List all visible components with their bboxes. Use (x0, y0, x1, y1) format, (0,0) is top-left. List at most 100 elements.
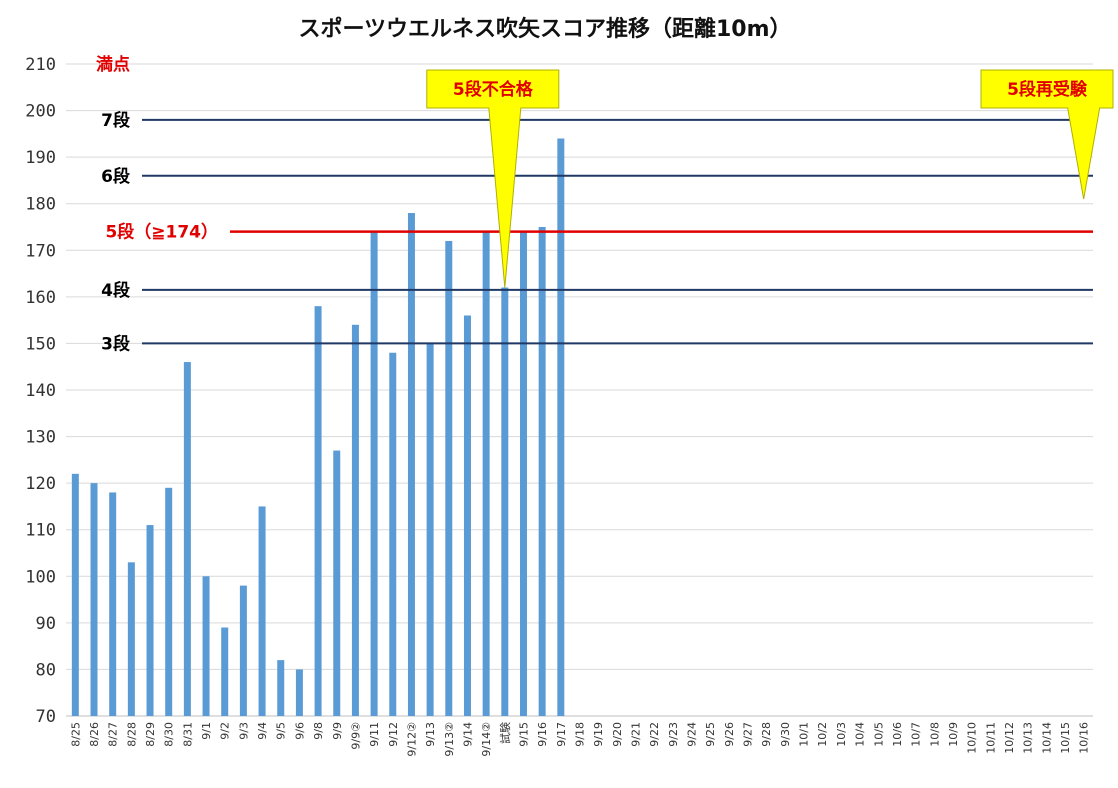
x-tick-label: 9/23 (667, 722, 680, 747)
y-tick-label: 70 (36, 707, 56, 727)
y-axis-ticks: 70 80 90 100 110 120 130 140 150 160 170 180 190 200 2… (25, 55, 56, 727)
x-tick-label: 8/25 (69, 722, 82, 747)
x-tick-label: 10/10 (966, 722, 979, 754)
callout-label: 5段不合格 (453, 79, 534, 100)
bar (501, 287, 509, 716)
x-tick-label: 10/11 (984, 722, 997, 754)
x-tick-label: 9/19 (592, 722, 605, 747)
x-tick-label: 9/13② (443, 722, 456, 757)
chart-title: スポーツウエルネス吹矢スコア推移（距離10m） (298, 16, 791, 42)
x-tick-label: 9/14② (480, 722, 493, 757)
bar (258, 506, 266, 716)
x-tick-label: 10/7 (910, 722, 923, 747)
x-tick-label: 8/27 (107, 722, 120, 747)
x-tick-label: 10/8 (928, 722, 941, 747)
bar (239, 585, 247, 716)
bar (538, 227, 546, 716)
bars (71, 138, 565, 716)
x-axis-ticks: 8/25 8/26 8/27 8/28 8/29 8/30 8/31 9/1 9/2 9/3 9/4… (69, 722, 1090, 757)
x-tick-label: 9/8 (312, 722, 325, 740)
bar (333, 450, 341, 716)
x-tick-label: 9/9② (349, 722, 362, 750)
x-tick-label: 9/13 (424, 722, 437, 747)
x-tick-label: 9/6 (293, 722, 306, 740)
x-tick-label: 9/18 (574, 722, 587, 747)
bar (165, 487, 173, 716)
y-tick-label: 210 (25, 55, 56, 75)
x-tick-label: 9/9 (331, 722, 344, 740)
x-tick-label: 10/9 (947, 722, 960, 747)
reference-line-label: 6段 (101, 166, 130, 187)
reference-line-label: 3段 (101, 333, 130, 354)
y-tick-label: 170 (25, 241, 56, 261)
x-tick-label: 9/15 (517, 722, 530, 747)
bar (519, 231, 527, 716)
x-tick-label: 9/20 (611, 722, 624, 747)
x-tick-label: 9/25 (704, 722, 717, 747)
x-tick-label: 9/28 (760, 722, 773, 747)
y-tick-label: 90 (36, 614, 56, 634)
bar (370, 231, 378, 716)
x-tick-label: 8/30 (163, 722, 176, 747)
y-tick-label: 100 (25, 567, 56, 587)
bar (90, 483, 98, 716)
x-tick-label: 9/26 (723, 722, 736, 747)
x-tick-label: 9/4 (256, 722, 269, 740)
callout-label: 5段再受験 (1007, 79, 1088, 100)
bar (109, 492, 117, 716)
x-tick-label: 10/4 (854, 722, 867, 747)
bar (407, 213, 415, 716)
x-tick-label: 10/16 (1078, 722, 1091, 754)
reference-line-label: 4段 (101, 280, 130, 301)
callouts: 5段不合格 5段再受験 (426, 69, 1114, 288)
reference-line-label: 満点 (96, 54, 130, 75)
x-tick-label: 9/12 (387, 722, 400, 747)
x-tick-label: 9/5 (275, 722, 288, 740)
y-tick-label: 140 (25, 381, 56, 401)
x-tick-label: 8/31 (181, 722, 194, 747)
x-tick-label: 9/30 (779, 722, 792, 747)
callout-shape (980, 69, 1114, 200)
y-tick-label: 80 (36, 660, 56, 680)
x-tick-label: 9/16 (536, 722, 549, 747)
x-tick-label: 9/14 (461, 722, 474, 747)
bar (426, 343, 434, 716)
bar (351, 324, 359, 716)
bar (557, 138, 565, 716)
bar (389, 352, 397, 716)
y-tick-label: 160 (25, 288, 56, 308)
bar (183, 362, 191, 716)
x-tick-label: 8/26 (88, 722, 101, 747)
x-tick-label: 9/22 (648, 722, 661, 747)
y-tick-label: 130 (25, 428, 56, 448)
bar (277, 660, 285, 716)
reference-lines: 満点 7段 6段 5段（≧174） 4段 3段 (96, 54, 1093, 354)
bar (221, 627, 229, 716)
callout-shape (426, 69, 560, 288)
x-tick-label: 10/15 (1059, 722, 1072, 754)
x-tick-label: 10/13 (1022, 722, 1035, 754)
x-tick-label: 8/29 (144, 722, 157, 747)
y-tick-label: 180 (25, 195, 56, 215)
x-tick-label: 8/28 (125, 722, 138, 747)
x-tick-label: 10/6 (891, 722, 904, 747)
bar (314, 306, 322, 716)
bar (202, 576, 210, 716)
bar (445, 240, 453, 716)
x-tick-label: 9/11 (368, 722, 381, 747)
x-tick-label: 9/3 (237, 722, 250, 740)
gridlines (66, 63, 1093, 717)
x-tick-label: 10/1 (798, 722, 811, 747)
x-tick-label: 9/27 (742, 722, 755, 747)
reference-line-label: 5段（≧174） (105, 222, 218, 243)
x-tick-label: 9/17 (555, 722, 568, 747)
bar (463, 315, 471, 716)
x-tick-label: 9/2 (219, 722, 232, 740)
reference-line-label: 7段 (101, 110, 130, 131)
x-tick-label: 10/2 (816, 722, 829, 747)
y-tick-label: 200 (25, 102, 56, 122)
x-tick-label: 10/12 (1003, 722, 1016, 754)
x-tick-label: 9/12② (405, 722, 418, 757)
x-tick-label: 10/14 (1040, 722, 1053, 754)
